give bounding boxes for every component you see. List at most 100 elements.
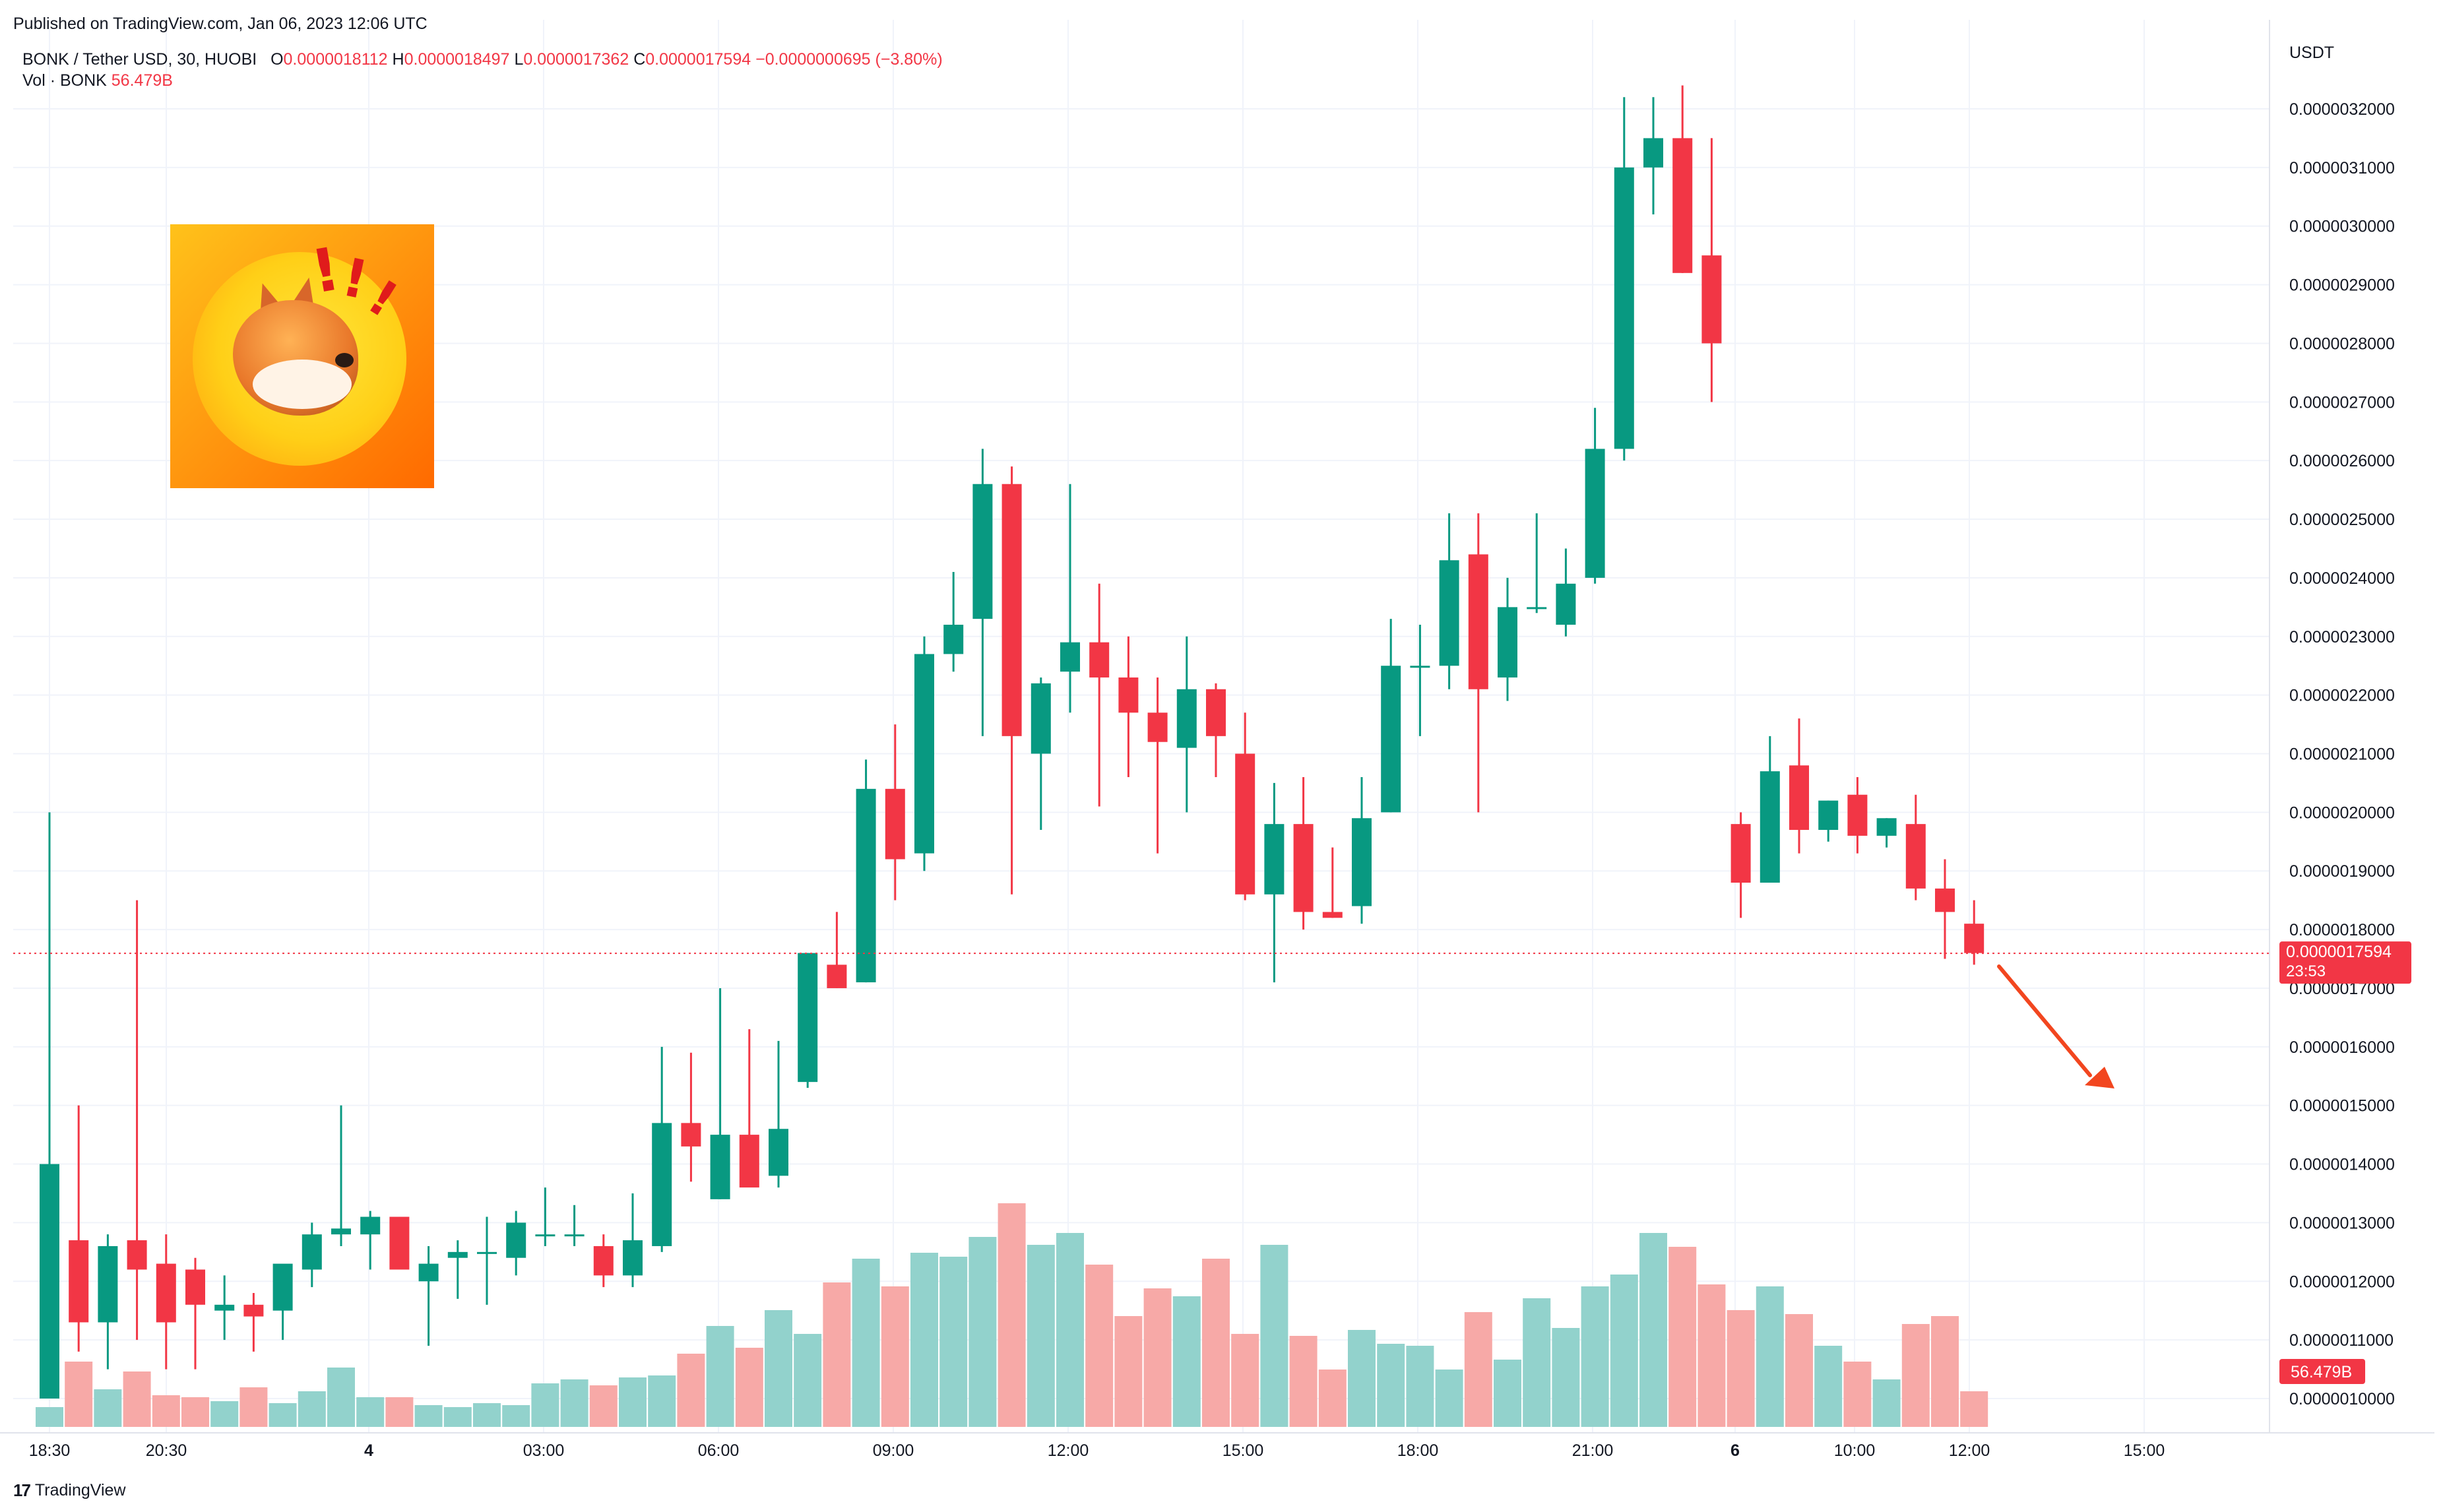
volume-bar: [1552, 1328, 1580, 1427]
volume-bar: [1464, 1312, 1492, 1427]
candle-body: [185, 1269, 205, 1305]
price-axis: 0.0000032000 0.0000031000 0.0000030000 0.00…: [2289, 44, 2395, 1408]
candle-body: [593, 1245, 614, 1276]
price-tick-label: 0.0000025000: [2289, 511, 2395, 529]
candle-body: [127, 1240, 147, 1270]
close-label: C: [633, 50, 646, 69]
volume-bar: [1494, 1360, 1521, 1427]
change-value: −0.0000000695 (−3.80%): [755, 50, 943, 69]
volume-bar: [1814, 1346, 1843, 1427]
volume-label[interactable]: Vol · BONK: [22, 71, 107, 90]
candle-body: [214, 1304, 235, 1311]
volume-bar: [1698, 1284, 1726, 1427]
candle-body: [1439, 560, 1459, 666]
time-tick-label: 20:30: [146, 1441, 187, 1460]
candle-body: [1352, 818, 1372, 906]
time-tick-label: 12:00: [1949, 1441, 1990, 1460]
candle-body: [477, 1251, 497, 1254]
volume-bar: [1027, 1245, 1055, 1427]
volume-bar: [1668, 1247, 1697, 1427]
price-tick-label: 0.0000013000: [2289, 1214, 2395, 1232]
countdown-label: 23:53: [2286, 962, 2326, 980]
price-tick-label: 0.0000024000: [2289, 569, 2395, 588]
volume-bar: [1901, 1324, 1930, 1427]
price-tick-label: 0.0000029000: [2289, 276, 2395, 295]
candle-body: [1147, 712, 1168, 742]
tradingview-label: TradingView: [34, 1481, 126, 1499]
tradingview-logo-icon: 17: [13, 1480, 31, 1500]
volume-bar: [385, 1397, 414, 1427]
volume-bar: [94, 1389, 122, 1427]
tradingview-brand[interactable]: 17 TradingView: [13, 1480, 126, 1501]
candle-body: [652, 1123, 672, 1246]
price-tick-label: 0.0000030000: [2289, 218, 2395, 236]
candle-body: [243, 1304, 264, 1317]
volume-bar: [210, 1401, 239, 1427]
candle-body: [885, 788, 905, 860]
time-tick-label: 21:00: [1572, 1441, 1614, 1460]
volume-bar: [1056, 1233, 1084, 1427]
price-tick-label: 0.0000014000: [2289, 1156, 2395, 1174]
volume-bar: [414, 1405, 443, 1427]
candle-body: [1818, 800, 1839, 831]
symbol-title[interactable]: BONK / Tether USD, 30, HUOBI: [22, 50, 257, 69]
candle-body: [1118, 677, 1139, 713]
volume-bar: [473, 1403, 501, 1427]
volume-bar: [1172, 1296, 1201, 1427]
price-tick-label: 0.0000028000: [2289, 334, 2395, 353]
price-tick-label: 0.0000015000: [2289, 1097, 2395, 1116]
price-tick-label: 0.0000031000: [2289, 159, 2395, 177]
candle-body: [856, 788, 876, 983]
candle-body: [564, 1234, 585, 1237]
volume-bar: [181, 1397, 209, 1427]
volume-bar: [531, 1383, 559, 1427]
candle-body: [272, 1263, 293, 1311]
dog-muzzle-icon: [253, 360, 352, 409]
dog-nose-icon: [335, 353, 354, 367]
volume-bar: [1785, 1314, 1813, 1427]
volume-bar: [1318, 1370, 1347, 1427]
candle-body: [1643, 138, 1663, 168]
candle-body: [1176, 689, 1197, 748]
candle-body: [972, 484, 993, 619]
candle-body: [1585, 449, 1605, 578]
time-tick-label: 10:00: [1834, 1441, 1876, 1460]
candle-body: [681, 1123, 701, 1147]
volume-bar: [1727, 1310, 1755, 1427]
volume-bar: [1435, 1370, 1463, 1427]
price-tick-label: 0.0000019000: [2289, 862, 2395, 881]
candlesticks: [40, 85, 1985, 1399]
price-tick-label: 0.0000022000: [2289, 687, 2395, 705]
volume-bar: [998, 1203, 1026, 1427]
price-tick-label: 0.0000021000: [2289, 745, 2395, 764]
candle-body: [1322, 912, 1343, 918]
volume-bar: [677, 1354, 705, 1427]
ohlc-legend: BONK / Tether USD, 30, HUOBI O0.00000181…: [22, 50, 943, 69]
time-axis: 18:30 20:30 4 03:00 06:00 09:00 12:00 15:00 18:0…: [0, 20, 2434, 1460]
price-tick-label: 0.0000027000: [2289, 393, 2395, 412]
time-tick-label: 15:00: [2124, 1441, 2165, 1460]
volume-bar: [735, 1348, 763, 1427]
candle-body: [1235, 753, 1255, 895]
candle-body: [1060, 642, 1080, 672]
volume-bar: [968, 1237, 997, 1427]
volume-bar: [706, 1326, 734, 1427]
candle-body: [1964, 924, 1985, 953]
candle-body: [1031, 683, 1051, 754]
candle-body: [40, 1164, 59, 1399]
time-tick-label: 06:00: [698, 1441, 740, 1460]
candle-body: [1672, 138, 1693, 273]
arrow-head-icon: [2085, 1067, 2114, 1088]
low-value: 0.0000017362: [523, 50, 629, 69]
candle-body: [769, 1129, 788, 1176]
volume-bar: [910, 1253, 938, 1427]
candle-body: [535, 1234, 556, 1237]
volume-bar: [1231, 1334, 1259, 1427]
candle-body: [418, 1263, 439, 1282]
candle-body: [1527, 607, 1547, 610]
candle-body: [827, 964, 847, 988]
volume-bar: [1085, 1265, 1114, 1427]
price-tick-label: 0.0000010000: [2289, 1390, 2395, 1408]
volume-bar: [1523, 1298, 1551, 1427]
